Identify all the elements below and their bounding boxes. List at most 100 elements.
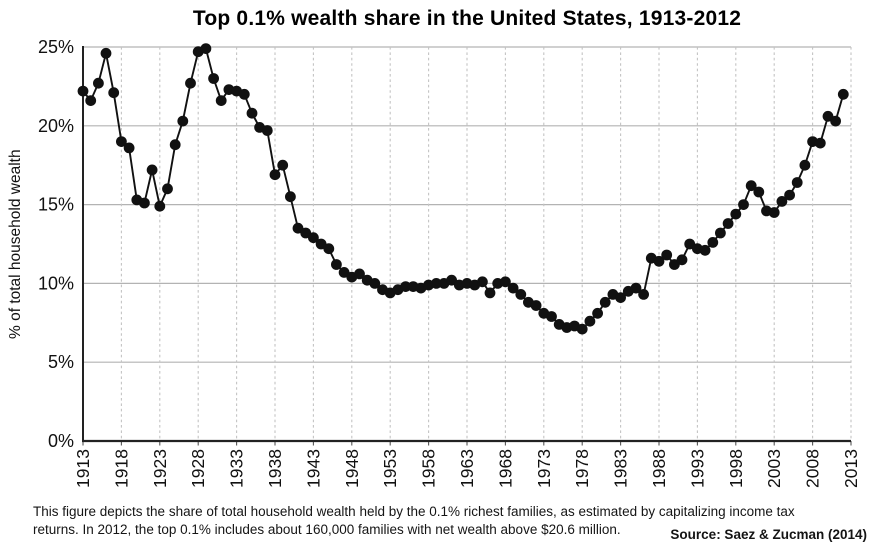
data-point	[446, 274, 457, 286]
y-tick-label: 5%	[48, 352, 74, 372]
data-point	[753, 186, 765, 198]
data-point	[745, 180, 757, 192]
data-point	[707, 237, 719, 248]
data-point	[77, 85, 89, 97]
x-tick-label: 1993	[687, 449, 707, 488]
data-point	[369, 278, 381, 289]
x-tick-label: 1963	[457, 449, 477, 488]
data-point	[430, 278, 442, 289]
data-point	[400, 281, 411, 292]
x-tick-label: 1948	[342, 449, 362, 488]
x-tick-label: 2008	[803, 449, 823, 488]
data-point	[768, 207, 780, 218]
data-point	[116, 136, 127, 148]
data-point	[323, 243, 335, 255]
x-tick-label: 1953	[380, 449, 400, 488]
data-point	[269, 169, 281, 181]
x-tick-label: 1933	[227, 449, 247, 488]
data-point	[653, 255, 665, 267]
x-tick-label: 1913	[73, 449, 93, 488]
data-point	[139, 197, 150, 209]
data-point	[93, 77, 104, 89]
y-tick-label: 15%	[38, 195, 74, 215]
data-point	[507, 282, 519, 294]
data-point	[799, 159, 811, 171]
data-point	[146, 164, 158, 176]
data-point	[162, 183, 173, 195]
data-point	[100, 47, 112, 59]
data-point	[837, 88, 849, 100]
data-point	[738, 199, 749, 211]
y-tick-label: 0%	[48, 431, 74, 451]
x-tick-label: 1923	[150, 449, 170, 488]
data-point	[630, 282, 642, 294]
data-point	[108, 87, 120, 99]
x-tick-label: 1928	[188, 449, 208, 488]
x-tick-label: 1978	[572, 449, 592, 488]
data-point	[784, 189, 795, 201]
data-point	[331, 259, 342, 270]
x-tick-label: 1918	[111, 449, 131, 488]
y-tick-label: 10%	[38, 273, 74, 293]
x-tick-label: 1958	[419, 449, 439, 488]
data-point	[177, 115, 189, 127]
data-point	[154, 200, 166, 212]
x-tick-label: 1943	[303, 449, 323, 488]
data-point	[169, 139, 181, 151]
data-point	[776, 196, 788, 207]
data-point	[500, 276, 511, 288]
data-point	[546, 311, 557, 322]
source-attribution: Source: Saez & Zucman (2014)	[670, 527, 867, 542]
data-point	[292, 222, 304, 234]
data-point	[791, 177, 803, 188]
data-point	[515, 289, 527, 300]
data-point	[246, 107, 258, 119]
y-tick-label: 25%	[38, 37, 74, 57]
data-point	[354, 268, 365, 280]
data-point	[200, 43, 212, 54]
data-point	[814, 137, 826, 149]
data-point	[730, 208, 742, 220]
chart-title: Top 0.1% wealth share in the United Stat…	[192, 7, 742, 30]
x-tick-label: 2003	[764, 449, 784, 488]
data-point	[285, 191, 296, 203]
x-tick-label: 1983	[611, 449, 631, 488]
data-point	[638, 289, 649, 300]
x-tick-label: 1938	[265, 449, 285, 488]
data-point	[661, 249, 673, 261]
data-point	[277, 159, 289, 171]
data-point	[530, 300, 542, 311]
caption-line-1: This figure depicts the share of total h…	[33, 504, 795, 519]
x-tick-label: 1973	[534, 449, 554, 488]
data-point	[576, 323, 588, 335]
data-point	[215, 95, 227, 106]
figure-caption: This figure depicts the share of total h…	[33, 503, 845, 539]
caption-line-2: returns. In 2012, the top 0.1% includes …	[33, 522, 621, 537]
data-point	[615, 292, 626, 303]
x-tick-label: 1988	[649, 449, 669, 488]
data-point	[599, 296, 611, 308]
x-tick-label: 2013	[841, 449, 861, 488]
data-point	[484, 287, 496, 299]
data-point	[123, 142, 135, 154]
data-point	[699, 244, 711, 256]
data-point	[261, 125, 273, 136]
data-point	[715, 227, 726, 239]
data-point	[722, 218, 734, 229]
x-tick-label: 1968	[495, 449, 515, 488]
data-point	[676, 254, 688, 266]
data-point	[584, 315, 596, 327]
y-axis-label: % of total household wealth	[7, 149, 24, 339]
data-point	[208, 73, 220, 84]
y-tick-label: 20%	[38, 116, 74, 136]
data-point	[477, 276, 488, 288]
x-tick-label: 1998	[726, 449, 746, 488]
data-point	[308, 232, 319, 244]
data-point	[85, 95, 97, 106]
data-point	[238, 88, 250, 100]
data-point	[830, 115, 841, 127]
data-point	[592, 307, 603, 319]
data-point	[185, 77, 196, 89]
